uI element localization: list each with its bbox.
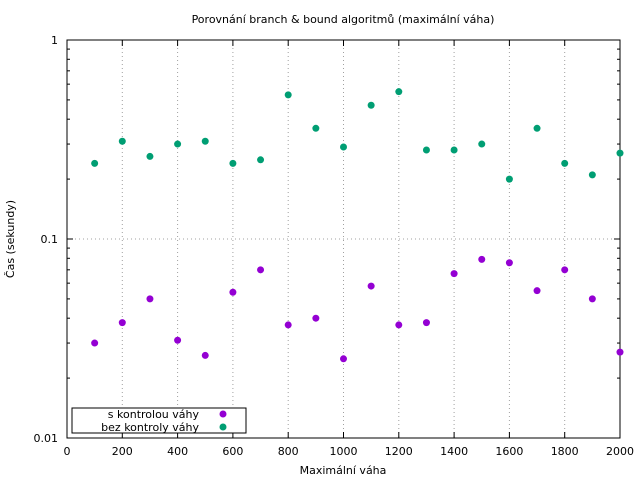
point-series-1: [146, 295, 154, 303]
point-series-1: [367, 282, 375, 290]
x-tick-label: 1200: [385, 445, 413, 458]
point-series-1: [616, 348, 624, 356]
point-series-2: [367, 101, 375, 109]
point-series-2: [588, 171, 596, 179]
point-series-1: [118, 319, 126, 327]
point-series-1: [284, 321, 292, 329]
point-series-1: [588, 295, 596, 303]
legend-box: [71, 407, 247, 434]
x-tick-label: 1800: [551, 445, 579, 458]
point-series-1: [174, 336, 182, 344]
point-series-1: [340, 355, 347, 363]
legend-marker-series-2: [219, 423, 227, 431]
point-series-2: [201, 137, 209, 145]
x-tick-label: 2000: [606, 445, 634, 458]
point-series-2: [284, 91, 292, 99]
point-series-2: [340, 143, 347, 151]
x-axis-label: Maximální váha: [300, 464, 387, 477]
x-tick-label: 1400: [440, 445, 468, 458]
point-series-2: [422, 146, 430, 154]
y-tick-label: 0.01: [34, 432, 59, 445]
x-tick-label: 0: [64, 445, 71, 458]
point-series-1: [229, 288, 237, 296]
x-tick-labels: 0 200 400 600 800 1000 1200 1400 1600 1800 2000: [64, 445, 635, 458]
legend: s kontrolou váhy bez kontroly váhy: [71, 407, 247, 434]
legend-label-series-2: bez kontroly váhy: [101, 421, 199, 434]
x-tick-label: 800: [278, 445, 299, 458]
x-tick-label: 1600: [495, 445, 523, 458]
point-series-1: [478, 255, 486, 263]
point-series-2: [395, 88, 403, 96]
y-tick-label: 1: [51, 34, 58, 47]
point-series-2: [229, 159, 237, 167]
x-tick-label: 600: [222, 445, 243, 458]
point-series-2: [174, 140, 182, 148]
point-series-2: [450, 146, 458, 154]
grid-lines: [67, 40, 620, 438]
point-series-1: [561, 266, 569, 274]
point-series-1: [395, 321, 403, 329]
y-tick-label: 0.1: [41, 233, 59, 246]
x-tick-label: 1000: [330, 445, 358, 458]
point-series-2: [312, 124, 320, 132]
point-series-2: [616, 149, 624, 157]
point-series-2: [561, 159, 569, 167]
point-series-1: [312, 314, 320, 322]
legend-label-series-1: s kontrolou váhy: [108, 408, 200, 421]
x-tick-label: 400: [167, 445, 188, 458]
point-series-2: [118, 137, 126, 145]
chart-title: Porovnání branch & bound algoritmů (maxi…: [192, 13, 495, 26]
x-tick-label: 200: [112, 445, 133, 458]
point-series-2: [478, 140, 486, 148]
data-points: [91, 88, 624, 363]
point-series-2: [146, 152, 154, 160]
point-series-2: [257, 156, 265, 164]
point-series-1: [201, 351, 209, 359]
point-series-2: [505, 175, 513, 183]
point-series-1: [91, 339, 99, 347]
legend-marker-series-1: [219, 410, 227, 418]
point-series-1: [422, 319, 430, 327]
point-series-1: [257, 266, 265, 274]
y-axis-label: Čas (sekundy): [4, 200, 17, 278]
y-tick-labels: 0.01 0.1 1: [34, 34, 59, 445]
point-series-2: [91, 159, 99, 167]
point-series-1: [533, 287, 541, 295]
point-series-1: [505, 259, 513, 267]
point-series-1: [450, 270, 458, 278]
point-series-2: [533, 124, 541, 132]
